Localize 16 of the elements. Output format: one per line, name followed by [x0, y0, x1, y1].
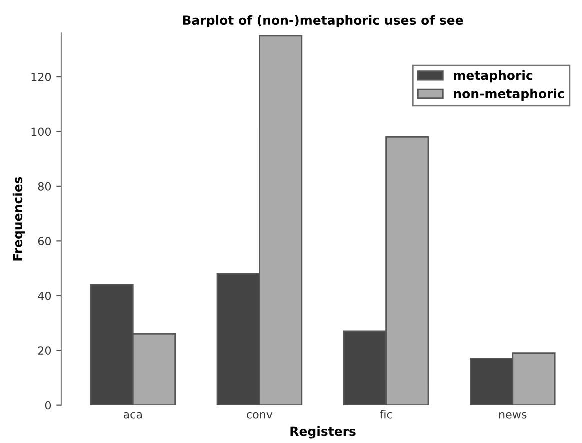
y-tick-label: 100	[32, 128, 52, 136]
y-tick-label: 0	[45, 401, 52, 410]
x-tick-label: aca	[124, 412, 142, 419]
chart-title: Barplot of (non-)metaphoric uses of see	[183, 15, 464, 28]
y-tick-label: 80	[38, 182, 52, 191]
y-tick-label: 120	[32, 72, 52, 82]
y-axis-title: Frequencies	[12, 177, 26, 261]
x-tick-label: fic	[380, 410, 392, 419]
y-tick-label: 20	[38, 346, 52, 355]
y-tick-label: 60	[38, 237, 52, 246]
x-tick-label: conv	[247, 412, 273, 419]
y-tick-label: 40	[38, 292, 52, 300]
x-axis-title: Registers	[290, 426, 356, 439]
legend-label: metaphoric	[454, 70, 533, 83]
x-tick-label: news	[500, 412, 527, 419]
legend-label: non-metaphoric	[454, 88, 564, 101]
